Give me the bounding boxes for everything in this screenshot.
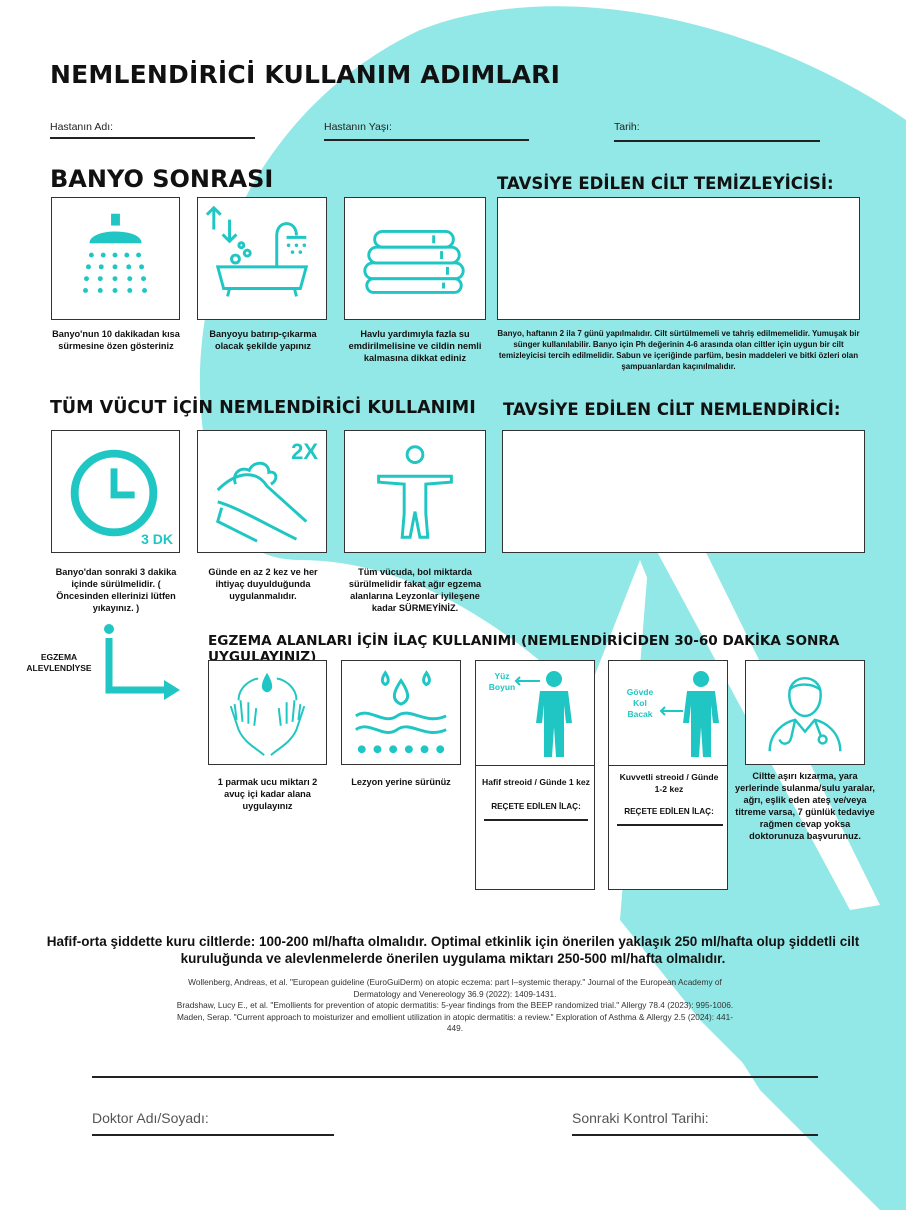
mild-steroid-caption: Hafif streoid / Günde 1 kez [482,777,590,787]
doctor-name-label: Doktor Adı/Soyadı: [92,1110,209,1126]
reference-1: Wollenberg, Andreas, et al. "European gu… [188,977,722,999]
clock-step-box: 3 DK [51,430,180,553]
cream-step-box: 2X [197,430,327,553]
recommended-moisturizer-heading: TAVSİYE EDİLEN CİLT NEMLENDİRİCİ: [503,400,841,419]
area-arm: Kol [633,698,647,708]
skin-step-caption: Lezyon yerine sürünüz [351,777,451,787]
bath-heading: BANYO SONRASI [50,165,274,193]
towels-icon [363,229,465,294]
moisturizer-input-box[interactable] [502,430,865,553]
strong-steroid-box: Gövde Kol Bacak Kuvvetli streoid / Günde… [608,660,728,890]
bath-step-3-caption: Havlu yardımıyla fazla su emdirilmelisin… [348,329,482,363]
date-field[interactable] [614,140,820,142]
hands-step-caption: 1 parmak ucu miktarı 2 avuç içi kadar al… [217,777,318,811]
person-body-icon [659,671,719,757]
body-icon [377,445,453,539]
date-label: Tarih: [614,121,640,133]
next-visit-label: Sonraki Kontrol Tarihi: [572,1110,709,1126]
moist-step-3-caption: Tüm vücuda, bol miktarda sürülmelidir fa… [348,567,482,613]
hands-step-box [208,660,327,765]
strong-prescribed-label: REÇETE EDİLEN İLAÇ: [624,807,714,816]
doctor-step-caption: Ciltte aşırı kızarma, yara yerlerinde su… [735,771,875,841]
strong-steroid-caption: Kuvvetli streoid / Günde 1-2 kez [619,772,719,794]
area-leg: Bacak [627,709,653,719]
body-step-box [344,430,486,553]
cleanser-note: Banyo, haftanın 2 ila 7 günü yapılmalıdı… [497,329,860,371]
mild-steroid-box: Yüz Boyun Hafif streoid / Günde 1 kez RE… [475,660,595,890]
face-area-label: Yüz Boyun [484,671,520,693]
cream-hand-icon [215,461,308,543]
patient-age-label: Hastanın Yaşı: [324,121,392,133]
clock-icon [70,449,158,537]
strong-prescribed-field[interactable] [617,824,723,826]
eczema-flare-label: EGZEMA ALEVLENDİYSE [22,652,96,674]
page-title: NEMLENDİRİCİ KULLANIM ADIMLARI [50,60,561,89]
towels-step-box [344,197,486,320]
dosage-note: Hafif-orta şiddette kuru ciltlerde: 100-… [46,934,860,966]
clock-duration-label: 3 DK [141,531,173,547]
shower-icon [83,213,147,293]
flare-label-line-2: ALEVLENDİYSE [26,663,92,673]
bath-step-2-caption: Banyoyu batırıp-çıkarma olacak şekilde y… [209,329,317,351]
area-trunk: Gövde [626,687,654,697]
body-area-label: Gövde Kol Bacak [621,687,659,720]
moist-step-1-caption: Banyo'dan sonraki 3 dakika içinde sürülm… [55,567,177,613]
cleanser-heading: TAVSİYE EDİLEN CİLT TEMİZLEYİCİSİ: [497,174,834,193]
next-visit-field[interactable] [572,1134,818,1136]
patient-name-label: Hastanın Adı: [50,121,114,133]
references: Wollenberg, Andreas, et al. "European gu… [170,977,740,1035]
doctor-step-box [745,660,865,765]
area-neck: Boyun [488,682,516,692]
shower-step-box [51,197,180,320]
twice-daily-label: 2X [291,439,318,464]
doctor-name-field[interactable] [92,1134,334,1136]
flare-label-line-1: EGZEMA [40,652,78,662]
reference-2: Bradshaw, Lucy E., et al. "Emollients fo… [176,1000,734,1010]
bathtub-step-box [197,197,327,320]
patient-age-field[interactable] [324,139,529,141]
patient-name-field[interactable] [50,137,255,139]
separator-line [92,1076,818,1078]
flare-arrow-icon [104,624,180,700]
skin-step-box [341,660,461,765]
bath-step-1-caption: Banyo'nun 10 dakikadan kısa sürmesine öz… [52,329,180,351]
hands-drop-icon [229,672,306,756]
doctor-icon [768,677,842,752]
moisturizer-heading: TÜM VÜCUT İÇİN NEMLENDİRİCİ KULLANIMI [50,398,476,418]
mild-prescribed-label: REÇETE EDİLEN İLAÇ: [491,802,581,811]
person-face-icon [514,671,572,757]
skin-drops-icon [355,670,447,754]
bathtub-icon [205,205,309,297]
mild-prescribed-field[interactable] [484,819,588,821]
moist-step-2-caption: Günde en az 2 kez ve her ihtiyaç duyuldu… [208,567,318,601]
reference-3: Maden, Serap. "Current approach to moist… [176,1011,734,1034]
area-face: Yüz [494,671,510,681]
cleanser-input-box[interactable] [497,197,860,320]
